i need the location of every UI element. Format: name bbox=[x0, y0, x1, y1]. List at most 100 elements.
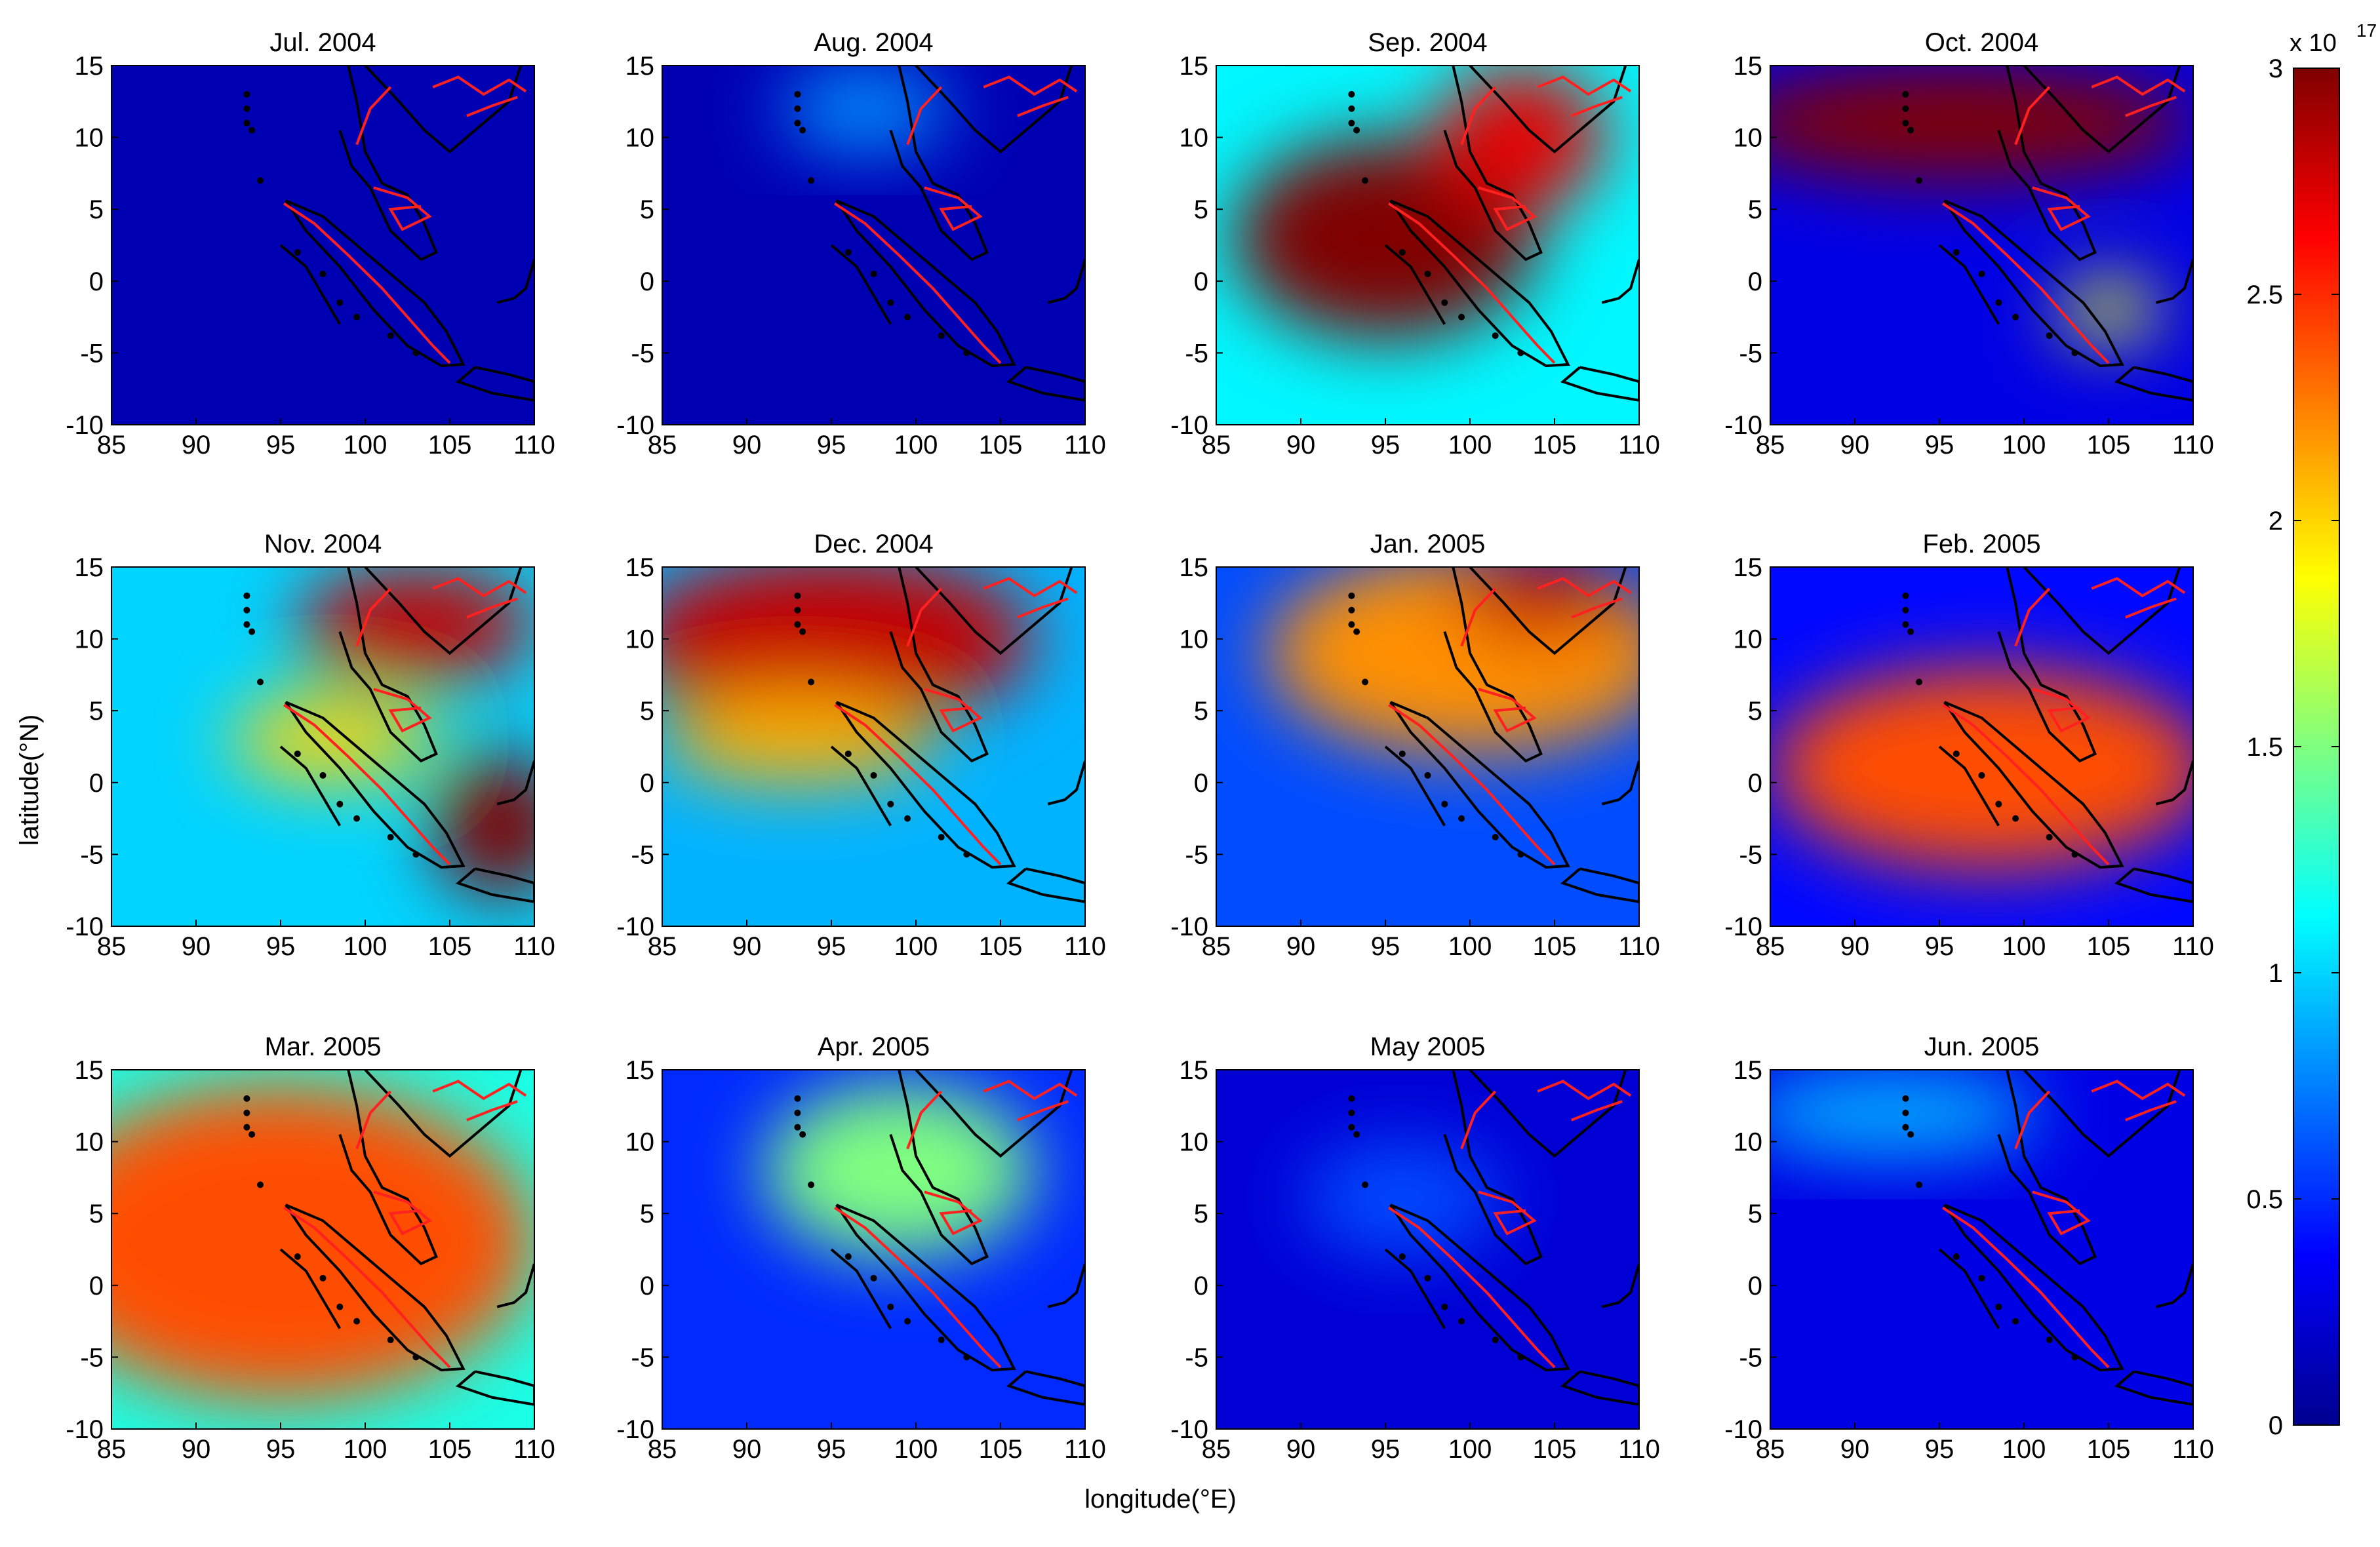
x-tick-label: 95 bbox=[1371, 431, 1400, 460]
heatmap-blob bbox=[763, 1084, 1035, 1257]
coastline bbox=[2023, 1070, 2181, 1158]
x-tick-label: 100 bbox=[894, 431, 938, 460]
island-marker bbox=[808, 678, 815, 686]
x-tick-label: 90 bbox=[1286, 1435, 1316, 1464]
colorbar-tick-label: 2 bbox=[2269, 507, 2283, 536]
panel-title: Oct. 2004 bbox=[1925, 28, 2038, 57]
coastline bbox=[2114, 366, 2193, 402]
y-tick-label: 5 bbox=[640, 697, 654, 726]
y-tick-label: 0 bbox=[89, 769, 104, 798]
island-marker bbox=[1458, 313, 1465, 321]
island-marker bbox=[294, 248, 301, 256]
island-marker bbox=[1398, 1253, 1406, 1260]
island-marker bbox=[1907, 127, 1914, 134]
map-panel: 85 90 95 100 105 110 -10 -5 0 5 10 15 Oct. 2004 bbox=[1724, 28, 2214, 460]
coastline bbox=[889, 66, 989, 262]
x-tick-label: 85 bbox=[97, 1435, 127, 1464]
y-tick-label: 5 bbox=[1748, 195, 1762, 224]
fault-line bbox=[1478, 1190, 1537, 1236]
coastline bbox=[1443, 567, 1543, 763]
island-marker bbox=[963, 851, 970, 858]
x-tick-label: 100 bbox=[1448, 431, 1492, 460]
coastline bbox=[2155, 760, 2193, 806]
panel-title: Jun. 2005 bbox=[1924, 1032, 2040, 1061]
x-tick-label: 85 bbox=[1756, 1435, 1785, 1464]
x-tick-label: 85 bbox=[1756, 932, 1785, 961]
y-tick-label: -5 bbox=[80, 1343, 104, 1372]
y-tick-label: 15 bbox=[75, 52, 104, 81]
island-marker bbox=[844, 248, 852, 256]
coastline bbox=[1560, 1370, 1639, 1406]
heatmap-blob bbox=[111, 1084, 534, 1401]
x-tick-label: 95 bbox=[266, 431, 296, 460]
coastline bbox=[1443, 1070, 1543, 1266]
coastlines bbox=[243, 567, 534, 903]
colorbar-exponent-power: 17 bbox=[2356, 20, 2377, 41]
coastline bbox=[364, 1070, 523, 1158]
x-tick-label: 85 bbox=[648, 1435, 677, 1464]
island-marker bbox=[1362, 1181, 1369, 1188]
fault-line bbox=[2032, 688, 2091, 733]
x-tick-label: 95 bbox=[1371, 932, 1400, 961]
island-marker bbox=[799, 127, 806, 134]
axes-frame bbox=[1770, 566, 2194, 927]
coastline bbox=[830, 244, 892, 325]
x-tick-label: 105 bbox=[979, 431, 1023, 460]
coastline bbox=[1047, 259, 1085, 304]
y-tick-label: 10 bbox=[1180, 625, 1209, 654]
coastline bbox=[2114, 1370, 2193, 1406]
y-tick-label: 5 bbox=[1748, 1200, 1762, 1228]
y-tick-label: -5 bbox=[631, 1343, 654, 1372]
island-marker bbox=[1995, 299, 2002, 306]
x-tick-label: 100 bbox=[344, 932, 387, 961]
fault-line bbox=[2014, 587, 2051, 647]
y-tick-label: -10 bbox=[616, 1415, 654, 1444]
island-marker bbox=[1517, 851, 1524, 858]
island-marker bbox=[243, 1109, 250, 1116]
fault-line bbox=[1571, 1100, 1623, 1122]
heatmap-blob bbox=[1770, 667, 2193, 869]
coastlines bbox=[794, 66, 1085, 402]
island-marker bbox=[1348, 1124, 1355, 1131]
island-marker bbox=[257, 678, 264, 686]
x-tick-label: 95 bbox=[1925, 431, 1954, 460]
y-tick-label: 0 bbox=[1194, 267, 1208, 296]
island-marker bbox=[1995, 1303, 2002, 1310]
axes-frame bbox=[1216, 1069, 1640, 1430]
y-tick-label: -10 bbox=[66, 411, 104, 440]
y-tick-label: 5 bbox=[640, 1200, 654, 1228]
axes-frame bbox=[1216, 65, 1640, 425]
fault-line bbox=[283, 1206, 451, 1369]
x-tick-label: 90 bbox=[732, 932, 762, 961]
island-marker bbox=[243, 606, 250, 614]
panel-title: Aug. 2004 bbox=[814, 28, 933, 57]
colorbar-tick-label: 3 bbox=[2269, 54, 2283, 83]
fault-line bbox=[1017, 1100, 1069, 1122]
y-tick-label: -10 bbox=[1170, 912, 1208, 941]
island-marker bbox=[2012, 1318, 2019, 1325]
x-tick-label: 110 bbox=[1618, 431, 1660, 460]
x-tick-label: 100 bbox=[2002, 932, 2046, 961]
y-tick-label: 5 bbox=[1194, 1200, 1208, 1228]
x-tick-label: 90 bbox=[1286, 932, 1316, 961]
island-marker bbox=[1348, 621, 1355, 628]
island-marker bbox=[257, 177, 264, 184]
coastline bbox=[279, 745, 342, 827]
y-tick-label: 5 bbox=[1194, 195, 1208, 224]
x-tick-label: 110 bbox=[513, 932, 555, 961]
x-tick-label: 105 bbox=[1533, 932, 1577, 961]
x-tick-label: 95 bbox=[1925, 932, 1954, 961]
island-marker bbox=[963, 349, 970, 357]
island-marker bbox=[794, 592, 801, 599]
fault-line bbox=[466, 96, 518, 117]
panel-title: Jul. 2004 bbox=[269, 28, 376, 57]
coastlines bbox=[1348, 1070, 1639, 1406]
y-tick-label: 5 bbox=[89, 195, 104, 224]
axes-frame bbox=[111, 566, 535, 927]
island-marker bbox=[387, 1337, 394, 1344]
y-tick-label: 5 bbox=[89, 1200, 104, 1228]
panel-title: Nov. 2004 bbox=[264, 530, 382, 558]
colorbar-tick-label: 2.5 bbox=[2246, 281, 2283, 309]
island-marker bbox=[1353, 127, 1360, 134]
